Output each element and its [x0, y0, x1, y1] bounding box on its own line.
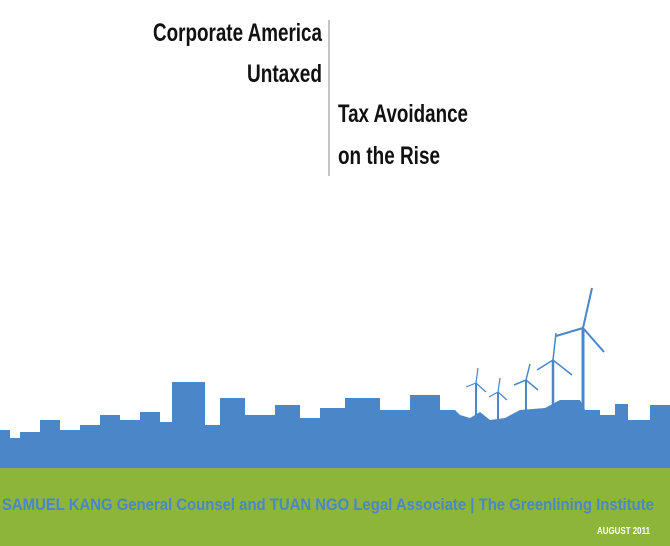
title-line: Untaxed: [247, 60, 322, 88]
date: AUGUST 2011: [597, 526, 650, 537]
subtitle-line: on the Rise: [338, 142, 440, 170]
title-line: Corporate America: [153, 19, 323, 47]
byline: SAMUEL KANG General Counsel and TUAN NGO…: [2, 495, 654, 514]
skyline: [0, 382, 670, 470]
green-band: [0, 468, 670, 546]
wind-turbines: [465, 287, 605, 420]
subtitle-line: Tax Avoidance: [338, 100, 468, 128]
